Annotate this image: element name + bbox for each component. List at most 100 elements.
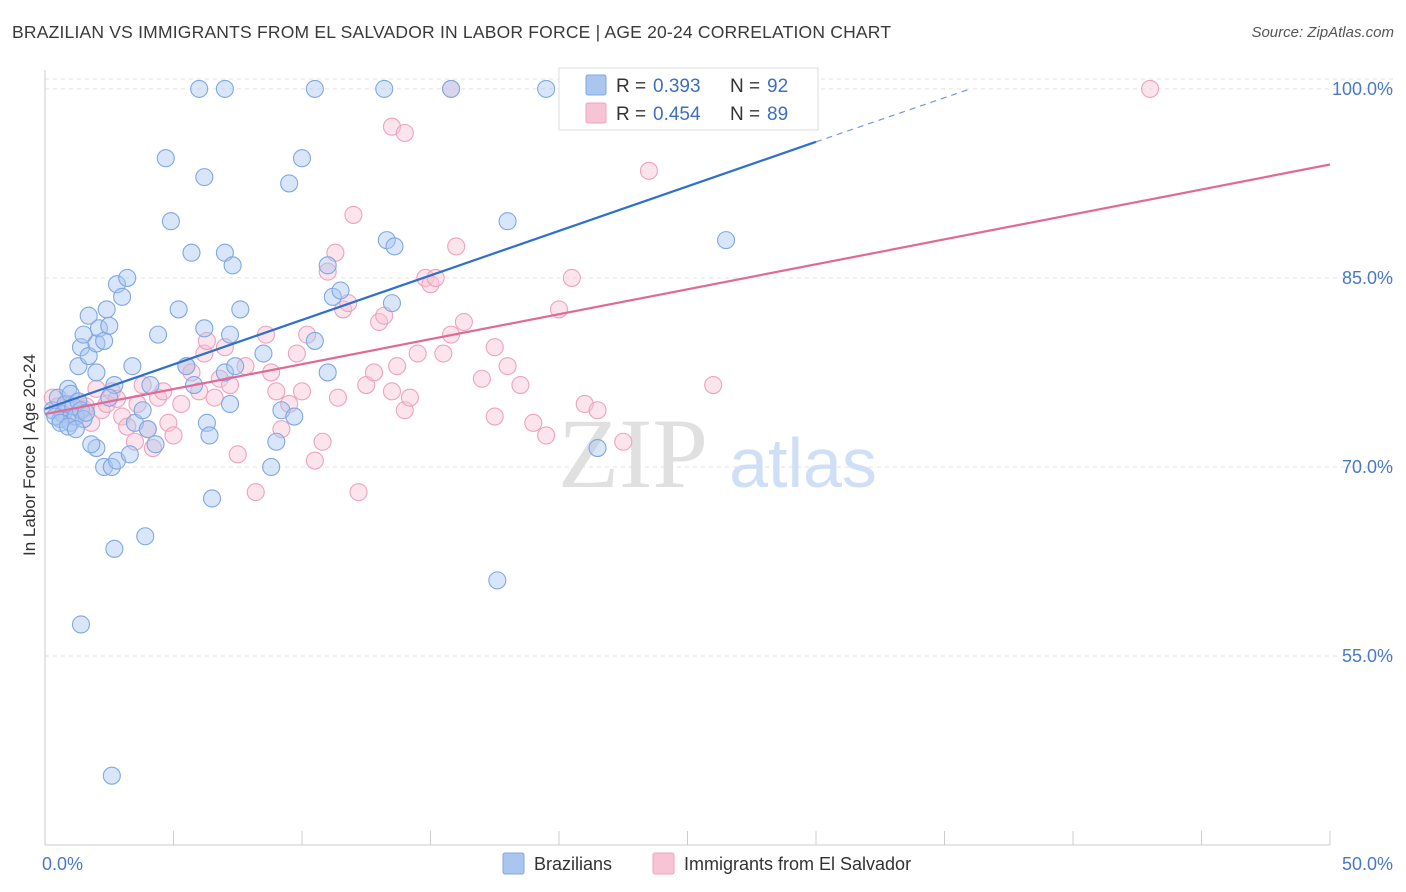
axes [44, 70, 1331, 846]
source-credit: Source: ZipAtlas.com [1251, 24, 1394, 41]
point-brazilians [133, 401, 152, 420]
point-brazilians [305, 331, 324, 350]
point-immigrants [485, 338, 504, 357]
point-immigrants [287, 344, 306, 363]
point-immigrants [614, 432, 633, 451]
point-brazilians [156, 149, 175, 168]
point-brazilians [254, 344, 273, 363]
point-brazilians [292, 149, 312, 168]
point-brazilians [195, 168, 214, 187]
legend-n-value-immigrants: 89 [767, 104, 788, 125]
point-brazilians [498, 212, 517, 231]
point-brazilians [79, 306, 98, 325]
chart-title: BRAZILIAN VS IMMIGRANTS FROM EL SALVADOR… [12, 22, 892, 42]
point-immigrants [472, 369, 491, 388]
point-brazilians [59, 379, 78, 398]
point-immigrants [228, 445, 247, 464]
point-brazilians [305, 79, 324, 98]
point-brazilians [102, 766, 121, 785]
legend-r-value-immigrants: 0.454 [653, 104, 701, 125]
point-brazilians [226, 357, 245, 376]
point-brazilians [161, 212, 180, 231]
x-tick-label: 50.0% [1342, 854, 1393, 874]
point-immigrants [511, 375, 530, 395]
point-brazilians [203, 489, 222, 508]
point-brazilians [537, 79, 556, 98]
point-brazilians [215, 79, 234, 98]
correlation-legend: R = 0.393 N = 92 R = 0.454 N = 89 [558, 67, 819, 131]
point-immigrants [426, 268, 445, 287]
point-brazilians [488, 571, 507, 590]
point-immigrants [262, 363, 281, 382]
point-immigrants [305, 451, 324, 470]
point-immigrants [328, 388, 348, 407]
point-brazilians [141, 375, 160, 395]
point-brazilians [113, 287, 132, 306]
legend-r-label-brazilians: R = [616, 76, 646, 97]
point-immigrants [400, 388, 419, 407]
point-immigrants [498, 357, 517, 376]
point-brazilians [120, 445, 139, 464]
point-brazilians [105, 539, 124, 558]
point-immigrants [485, 407, 504, 426]
trend-line-brazilians-extension [815, 88, 971, 143]
x-tick-labels: 0.0% 50.0% [42, 854, 1393, 874]
y-axis-title: In Labor Force | Age 20-24 [20, 354, 39, 556]
point-brazilians [123, 357, 142, 376]
point-brazilians [118, 268, 137, 287]
series-legend-swatch-brazilians [502, 852, 525, 875]
point-immigrants [205, 388, 224, 407]
x-tick-label: 0.0% [42, 854, 83, 874]
point-brazilians [267, 432, 286, 451]
point-brazilians [220, 394, 240, 413]
point-immigrants [704, 375, 723, 395]
point-immigrants [395, 123, 414, 143]
point-brazilians [97, 300, 116, 319]
series-legend-label-brazilians: Brazilians [534, 854, 612, 874]
legend-swatch-immigrants [585, 102, 607, 124]
y-tick-label: 70.0% [1342, 457, 1393, 477]
point-brazilians [215, 363, 234, 382]
point-immigrants [454, 312, 473, 332]
point-brazilians [66, 420, 85, 439]
point-immigrants [388, 357, 407, 376]
point-brazilians [318, 256, 337, 275]
y-tick-label: 55.0% [1342, 646, 1393, 666]
point-immigrants [408, 344, 427, 363]
point-brazilians [231, 300, 250, 319]
trend-line-immigrants [44, 163, 1331, 416]
point-immigrants [313, 432, 332, 451]
point-brazilians [82, 435, 101, 454]
series-legend-label-immigrants: Immigrants from El Salvador [684, 854, 911, 874]
point-brazilians [331, 281, 350, 300]
point-immigrants [172, 394, 191, 413]
watermark: ZIP atlas [558, 398, 877, 509]
point-immigrants [349, 483, 368, 502]
point-brazilians [220, 325, 240, 344]
point-brazilians [442, 79, 461, 98]
point-brazilians [200, 426, 219, 445]
point-brazilians [136, 527, 155, 546]
point-brazilians [223, 256, 242, 275]
point-brazilians [382, 294, 402, 313]
legend-n-label-immigrants: N = [730, 104, 760, 125]
point-immigrants [246, 483, 265, 502]
point-immigrants [588, 401, 607, 420]
point-brazilians [190, 79, 209, 98]
series-brazilians-points [43, 79, 736, 785]
point-brazilians [95, 331, 114, 350]
point-brazilians [138, 420, 157, 439]
series-legend: Brazilians Immigrants from El Salvador [502, 852, 911, 875]
point-immigrants [133, 375, 152, 395]
point-immigrants [562, 268, 581, 287]
y-tick-label: 85.0% [1342, 268, 1393, 288]
point-immigrants [382, 382, 402, 401]
y-tick-label: 100.0% [1332, 79, 1393, 99]
series-legend-swatch-immigrants [652, 852, 675, 875]
point-brazilians [262, 457, 281, 477]
watermark-zip: ZIP [558, 398, 708, 509]
watermark-atlas: atlas [729, 424, 877, 502]
legend-n-label-brazilians: N = [730, 76, 760, 97]
point-immigrants [524, 413, 543, 432]
